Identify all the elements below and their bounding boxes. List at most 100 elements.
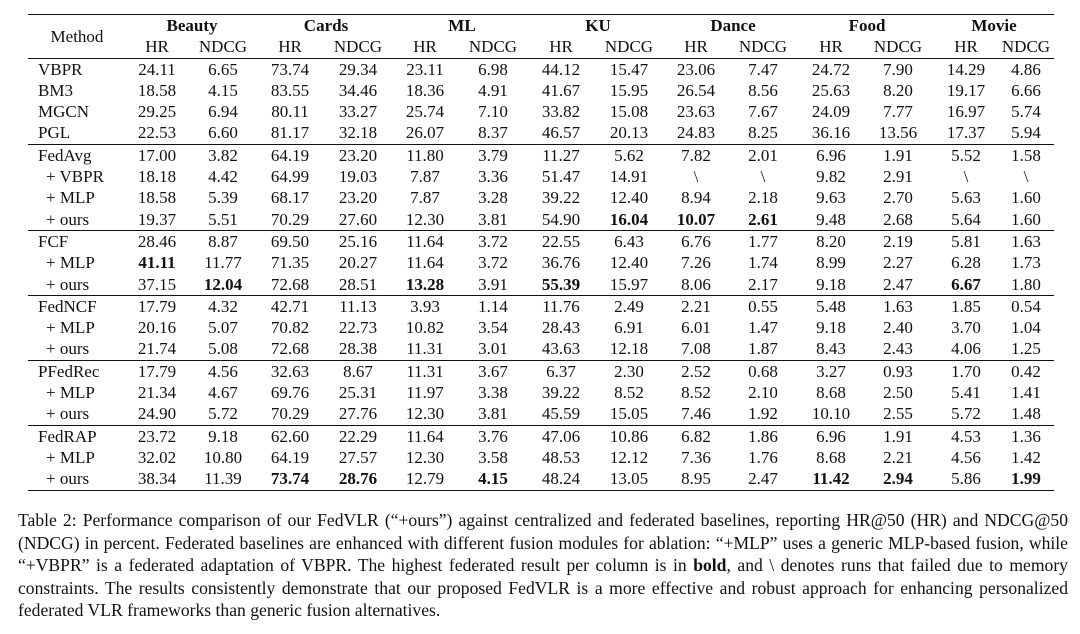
value-cell: 8.52 (614, 383, 644, 403)
value-cell: 4.67 (208, 383, 238, 403)
value-cell: 6.76 (666, 229, 726, 253)
table-row: FedAvg 17.00 3.82 64.19 23.20 11.80 3.79 11.27 5… (28, 143, 1054, 167)
value-cell: 5.51 (208, 209, 238, 229)
value-cell: 19.17 (946, 80, 986, 100)
value-cell: 47.06 (530, 424, 592, 447)
value-cell: 3.54 (478, 318, 508, 338)
value-cell: 3.70 (951, 318, 981, 338)
method-cell: + ours (46, 404, 90, 424)
value-cell: 1.77 (726, 229, 800, 253)
value-cell: 64.19 (270, 447, 310, 467)
value-cell: 11.27 (530, 143, 592, 167)
value-cell: 15.05 (609, 404, 649, 424)
value-cell: 0.42 (998, 359, 1054, 383)
value-cell: 33.82 (541, 102, 581, 122)
value-cell: 22.55 (530, 229, 592, 253)
value-cell: 7.90 (862, 57, 934, 80)
value-cell: 11.97 (406, 383, 444, 403)
value-cell: 12.18 (609, 339, 649, 359)
value-cell: 36.76 (541, 253, 581, 273)
value-cell: 4.15 (208, 80, 238, 100)
value-cell: 2.91 (883, 167, 913, 187)
value-cell: 1.14 (456, 294, 530, 318)
value-cell: 1.74 (748, 253, 778, 273)
value-cell: 0.68 (726, 359, 800, 383)
value-cell: 15.95 (609, 80, 649, 100)
caption-bold-word: bold (693, 555, 727, 576)
value-cell: 25.63 (811, 80, 851, 100)
value-cell: 5.08 (208, 339, 238, 359)
value-cell: 7.87 (410, 167, 440, 187)
value-cell: 4.56 (951, 447, 981, 467)
value-cell: 1.91 (862, 143, 934, 167)
value-cell: 2.55 (883, 404, 913, 424)
value-cell: 28.43 (541, 318, 581, 338)
value-cell: 4.91 (478, 80, 508, 100)
value-cell: 5.41 (951, 383, 981, 403)
metric-header-ndcg: NDCG (198, 37, 248, 57)
table-row: + ours 19.37 5.51 70.29 27.60 12.30 3.81 54.90 1… (28, 209, 1054, 231)
value-cell: 3.82 (188, 143, 258, 167)
value-cell: 83.55 (270, 80, 310, 100)
table-row: PGL 22.53 6.60 81.17 32.18 26.07 8.37 46.57 20.1… (28, 122, 1054, 144)
value-cell: 11.64 (394, 424, 456, 447)
method-cell: FedAvg (28, 143, 126, 167)
value-cell: 8.99 (816, 253, 846, 273)
table-row: + MLP 21.34 4.67 69.76 25.31 11.97 3.38 39.22 8.… (28, 382, 1054, 403)
value-cell: 7.87 (410, 188, 440, 208)
value-cell: 18.18 (137, 167, 177, 187)
value-cell: 3.27 (800, 359, 862, 383)
metric-header-hr: HR (145, 37, 169, 57)
value-cell: 2.27 (883, 253, 913, 273)
value-cell: 7.77 (883, 102, 913, 122)
value-cell: 1.04 (1011, 318, 1041, 338)
value-cell: 11.76 (530, 294, 592, 318)
value-cell: 68.17 (270, 188, 310, 208)
value-cell: 2.21 (883, 447, 913, 467)
method-cell: MGCN (38, 102, 90, 122)
value-cell: 28.76 (322, 468, 394, 491)
value-cell: 29.34 (322, 57, 394, 80)
value-cell: 12.79 (394, 468, 456, 491)
value-cell: 24.09 (811, 102, 851, 122)
value-cell: 4.86 (998, 57, 1054, 80)
value-cell: 5.07 (208, 318, 238, 338)
value-cell: 37.15 (137, 274, 177, 294)
value-cell: 8.68 (816, 383, 846, 403)
value-cell: 9.18 (188, 424, 258, 447)
value-cell: 7.36 (681, 447, 711, 467)
value-cell: 28.46 (126, 229, 188, 253)
caption-text-part1: Table 2: Performance comparison of our F… (18, 510, 1068, 576)
value-cell: 2.18 (748, 188, 778, 208)
value-cell: 24.83 (676, 123, 716, 143)
value-cell: 23.06 (666, 57, 726, 80)
group-header-movie: Movie (934, 14, 1054, 37)
value-cell: 27.76 (338, 404, 378, 424)
value-cell: 80.11 (271, 102, 309, 122)
value-cell: 6.98 (456, 57, 530, 80)
group-header-ku: KU (530, 14, 666, 37)
value-cell: 18.58 (137, 188, 177, 208)
value-cell: 1.85 (934, 294, 998, 318)
value-cell: 32.18 (338, 123, 378, 143)
value-cell: 2.47 (883, 274, 913, 294)
value-cell: 28.51 (338, 274, 378, 294)
value-cell: 18.36 (405, 80, 445, 100)
value-cell: 3.01 (478, 339, 508, 359)
value-cell: 22.73 (338, 318, 378, 338)
value-cell: 7.08 (681, 339, 711, 359)
value-cell: 5.62 (592, 143, 666, 167)
value-cell: 0.54 (998, 294, 1054, 318)
value-cell: 5.94 (1011, 123, 1041, 143)
method-cell: FCF (28, 229, 126, 253)
value-cell: 73.74 (258, 468, 322, 491)
value-cell: 9.82 (816, 167, 846, 187)
value-cell: 12.40 (609, 253, 649, 273)
value-cell: 2.68 (883, 209, 913, 229)
value-cell: 21.74 (137, 339, 177, 359)
value-cell: 25.74 (405, 102, 445, 122)
value-cell: 5.63 (951, 188, 981, 208)
value-cell: 11.80 (394, 143, 456, 167)
value-cell: 23.72 (126, 424, 188, 447)
value-cell: 11.64 (406, 253, 444, 273)
